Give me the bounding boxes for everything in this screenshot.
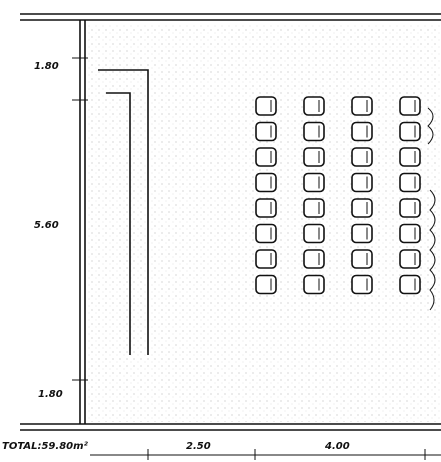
partition bbox=[106, 92, 131, 355]
chair bbox=[351, 223, 373, 244]
chair bbox=[255, 172, 277, 193]
chair bbox=[303, 121, 325, 142]
chair bbox=[303, 249, 325, 269]
chair bbox=[303, 96, 325, 116]
chair bbox=[351, 274, 373, 295]
chair bbox=[255, 96, 277, 116]
chair bbox=[399, 147, 421, 167]
chair bbox=[351, 96, 373, 116]
chair bbox=[351, 121, 373, 142]
chair bbox=[255, 147, 277, 167]
dimension-label: 2.50 bbox=[186, 441, 211, 452]
floor-texture bbox=[85, 24, 441, 422]
chair bbox=[399, 249, 421, 269]
dimension-label: 1.80 bbox=[34, 61, 59, 72]
chair bbox=[255, 223, 277, 244]
chair bbox=[303, 172, 325, 193]
chair-grid bbox=[255, 96, 421, 295]
chair bbox=[255, 274, 277, 295]
chair bbox=[255, 198, 277, 218]
chair bbox=[255, 249, 277, 269]
partition bbox=[98, 69, 149, 355]
chair bbox=[399, 274, 421, 295]
chair bbox=[303, 147, 325, 167]
chair bbox=[351, 198, 373, 218]
dimension-label: 5.60 bbox=[34, 220, 59, 231]
chair bbox=[351, 147, 373, 167]
chair bbox=[351, 249, 373, 269]
chair bbox=[399, 198, 421, 218]
chair bbox=[351, 172, 373, 193]
dimension-label: 1.80 bbox=[38, 389, 63, 400]
dimension-label: 4.00 bbox=[324, 441, 350, 452]
total-area: TOTAL:59.80m² bbox=[2, 441, 89, 452]
plant bbox=[427, 107, 436, 311]
chair bbox=[399, 96, 421, 116]
chair bbox=[399, 121, 421, 142]
chair bbox=[303, 274, 325, 295]
chair bbox=[399, 223, 421, 244]
chair bbox=[303, 198, 325, 218]
chair bbox=[399, 172, 421, 193]
chair bbox=[303, 223, 325, 244]
chair bbox=[255, 121, 277, 142]
